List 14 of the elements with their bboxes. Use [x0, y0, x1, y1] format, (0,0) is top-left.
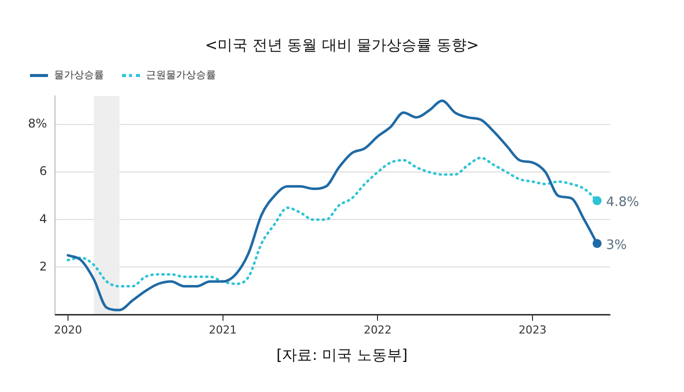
- legend-label: 물가상승률: [54, 69, 104, 82]
- y-tick-label: 6: [39, 164, 48, 178]
- x-tick-label: 2020: [54, 323, 82, 336]
- text: [자료: 미국 노동부]: [275, 346, 409, 365]
- x-tick-label: 2023: [518, 323, 547, 336]
- y-tick-label: 8%: [28, 116, 48, 131]
- legend-label: 근원물가상승률: [146, 69, 216, 82]
- data-label: 4.8%: [606, 195, 640, 210]
- x-tick-label: 2022: [364, 323, 392, 336]
- y-tick-label: 2: [39, 259, 48, 274]
- data-label: 3%: [606, 238, 627, 253]
- chart-title: <미국 전년 동월 대비 물가상승률 동향>: [204, 36, 480, 55]
- y-tick-label: 4: [39, 212, 48, 226]
- x-tick-label: 2021: [208, 323, 237, 336]
